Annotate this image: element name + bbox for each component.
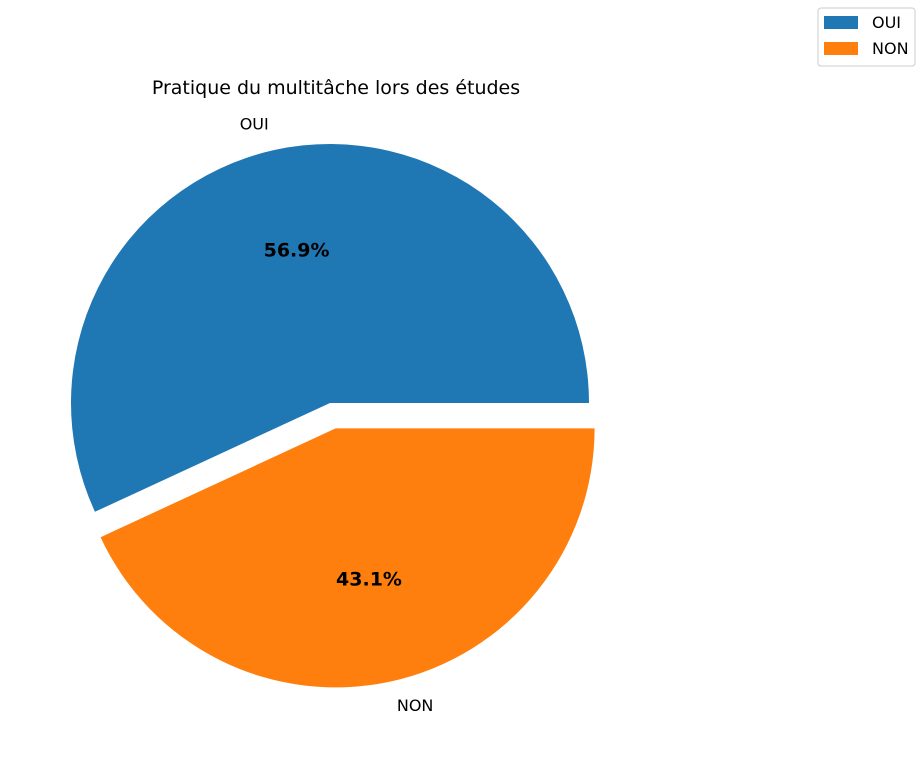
legend-swatch-oui <box>824 16 858 29</box>
slice-value-non: 43.1% <box>336 569 402 591</box>
legend: OUI NON <box>817 7 916 67</box>
chart-title: Pratique du multitâche lors des études <box>152 77 520 99</box>
legend-label-oui: OUI <box>872 13 901 32</box>
pie-slices <box>71 144 595 688</box>
slice-value-oui: 56.9% <box>264 240 330 262</box>
pie-labels: OUI 56.9% NON 43.1% <box>240 114 434 715</box>
slice-label-non: NON <box>397 696 434 715</box>
legend-label-non: NON <box>872 39 909 58</box>
pie-slice-oui <box>71 144 589 512</box>
legend-swatch-non <box>824 42 858 55</box>
pie-slice-non <box>100 428 595 688</box>
slice-label-oui: OUI <box>240 114 269 133</box>
